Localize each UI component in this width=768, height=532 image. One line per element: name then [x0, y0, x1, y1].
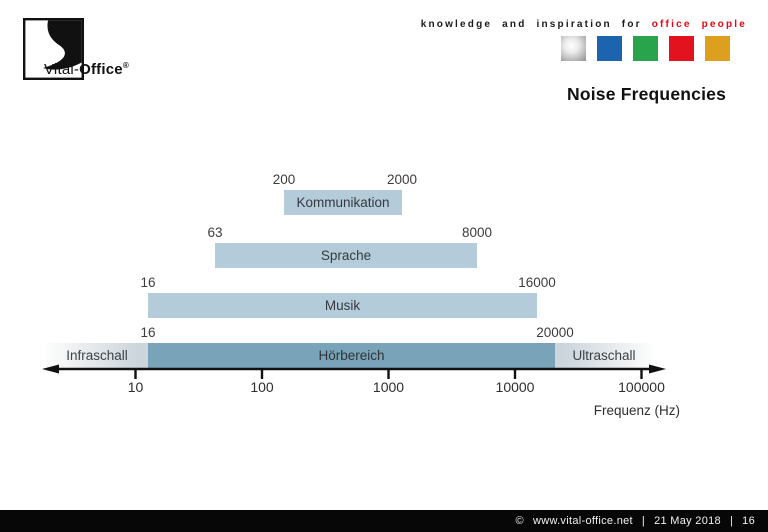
x-axis-title: Frequenz (Hz) — [593, 403, 680, 418]
bar-sprache: Sprache — [215, 243, 477, 268]
region-infraschall-label: Infraschall — [66, 348, 128, 363]
registered-trademark-symbol: ® — [122, 61, 129, 70]
tick-label-100: 100 — [250, 379, 274, 395]
footer-separator: | — [641, 515, 646, 527]
musik-max-label: 16000 — [518, 275, 556, 290]
logo-brand-light: Vital- — [44, 61, 80, 78]
region-infraschall: Infraschall — [46, 343, 148, 368]
footer-site-url: www.vital-office.net — [532, 515, 633, 527]
tick-label-10: 10 — [127, 379, 144, 395]
tick-label-1000: 1000 — [372, 379, 405, 395]
bar-musik: Musik — [148, 293, 537, 318]
musik-min-label: 16 — [140, 275, 156, 290]
tagline: knowledge and inspiration for office peo… — [421, 19, 747, 30]
brand-square-blue — [597, 36, 622, 61]
hoerbereich-max-label: 20000 — [536, 325, 574, 340]
logo-wordmark: Vital-Office® — [44, 61, 129, 78]
bar-sprache-label: Sprache — [320, 248, 372, 263]
brand-square-red — [669, 36, 694, 61]
bar-hoerbereich-label: Hörbereich — [318, 348, 385, 363]
brand-square-green — [633, 36, 658, 61]
footer-bar: © www.vital-office.net | 21 May 2018 | 1… — [0, 510, 768, 532]
tagline-red: office people — [651, 19, 747, 30]
region-ultraschall-label: Ultraschall — [572, 348, 636, 363]
kommunikation-min-label: 200 — [272, 172, 296, 187]
brand-color-squares — [561, 36, 730, 61]
bar-hoerbereich: Hörbereich — [148, 343, 555, 368]
copyright-symbol: © — [515, 515, 524, 527]
page-title: Noise Frequencies — [566, 84, 726, 104]
kommunikation-max-label: 2000 — [386, 172, 418, 187]
hoerbereich-min-label: 16 — [140, 325, 156, 340]
vital-office-logo — [23, 18, 84, 80]
vital-office-logo-mark — [23, 18, 84, 80]
brand-square-gold — [705, 36, 730, 61]
tick-label-100000: 100000 — [618, 379, 665, 395]
footer-page-number: 16 — [742, 515, 755, 527]
tick-label-10000: 10000 — [495, 379, 535, 395]
sprache-min-label: 63 — [207, 225, 223, 240]
bar-kommunikation: Kommunikation — [284, 190, 402, 215]
bar-musik-label: Musik — [324, 298, 361, 313]
footer-separator: | — [729, 515, 734, 527]
brand-square-silver — [561, 36, 586, 61]
logo-brand-bold: Office — [79, 61, 123, 78]
region-ultraschall: Ultraschall — [555, 343, 653, 368]
tagline-black: knowledge and inspiration for — [420, 19, 642, 30]
bar-kommunikation-label: Kommunikation — [296, 195, 390, 210]
sprache-max-label: 8000 — [461, 225, 493, 240]
footer-date: 21 May 2018 — [654, 515, 721, 527]
frequency-axis — [42, 364, 666, 379]
